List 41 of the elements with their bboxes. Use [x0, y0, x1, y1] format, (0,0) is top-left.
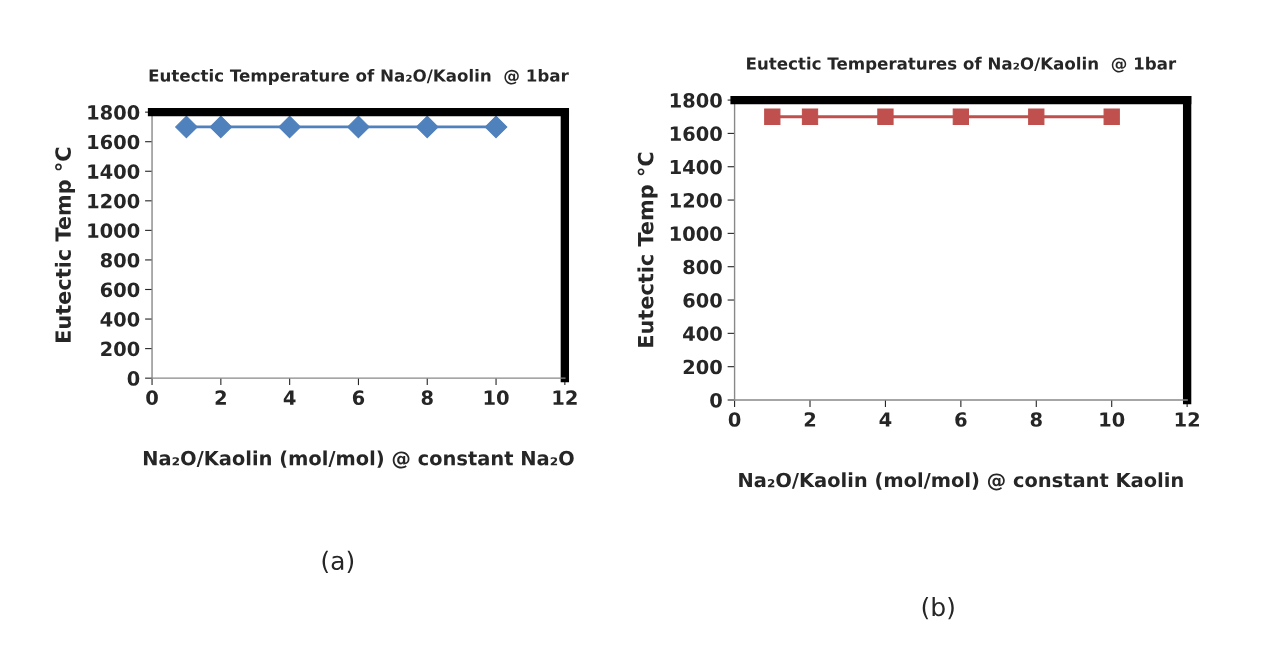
x-tick-label: 2 [804, 412, 816, 427]
y-tick-label: 1600 [88, 134, 140, 150]
x-tick-label: 6 [352, 390, 365, 406]
x-tick-label: 8 [1030, 412, 1042, 427]
y-tick-label: 1000 [670, 226, 722, 242]
y-tick-label: 400 [100, 312, 140, 327]
chart-title: Eutectic Temperature of Na₂O/Kaolin @ 1bar [149, 68, 569, 86]
y-tick-label: 1200 [88, 193, 140, 209]
y-tick-label: 600 [100, 282, 140, 298]
x-tick-label: 0 [146, 390, 158, 406]
y-tick-label: 1000 [88, 223, 140, 239]
y-axis-title: Eutectic Temp °C [637, 152, 658, 347]
text: (b) [922, 596, 954, 620]
x-tick-label: 12 [1175, 412, 1199, 427]
x-tick-label: 4 [283, 390, 296, 405]
y-tick-label: 600 [683, 292, 722, 308]
x-tick-label: 12 [553, 390, 577, 405]
y-tick-label: 1800 [88, 105, 140, 120]
x-axis-title: Na₂O/Kaolin (mol/mol) @ constant Kaolin [739, 472, 1183, 491]
x-tick-label: 8 [421, 390, 433, 406]
x-tick-label: 4 [879, 412, 892, 427]
x-axis-title: Na₂O/Kaolin (mol/mol) @ constant Na₂O [143, 450, 574, 469]
y-tick-label: 1600 [670, 126, 722, 142]
y-axis-title: Eutectic Temp °C [54, 147, 76, 342]
y-tick-label: 200 [683, 359, 722, 375]
y-tick-label: 0 [127, 371, 140, 386]
y-tick-label: 800 [683, 259, 722, 275]
x-tick-label: 6 [955, 412, 967, 427]
y-tick-label: 1800 [670, 93, 722, 108]
x-tick-label: 0 [728, 412, 741, 427]
text: (a) [322, 550, 354, 573]
y-tick-label: 400 [683, 326, 722, 342]
y-tick-label: 200 [101, 341, 140, 357]
chart-title: Eutectic Temperatures of Na₂O/Kaolin @ 1bar [747, 56, 1177, 73]
y-tick-label: 1400 [88, 164, 140, 179]
x-tick-label: 2 [215, 390, 226, 405]
y-tick-label: 1400 [670, 159, 722, 175]
x-tick-label: 10 [484, 390, 509, 406]
y-tick-label: 800 [100, 252, 140, 268]
y-tick-label: 1200 [670, 193, 722, 208]
x-tick-label: 10 [1100, 412, 1125, 427]
